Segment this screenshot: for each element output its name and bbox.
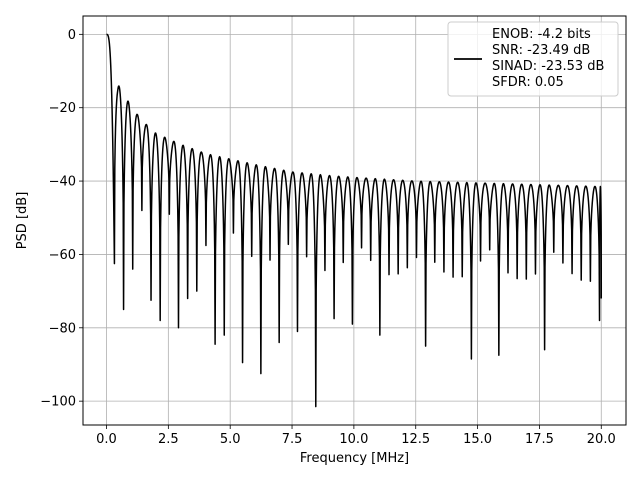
y-axis-ticks: 0 −20 −40 −60 −80 −100 xyxy=(40,28,83,410)
y-tick-label: −20 xyxy=(49,101,76,116)
y-axis-label: PSD [dB] xyxy=(15,192,30,250)
legend-entry-line: SNR: -23.49 dB xyxy=(492,43,590,58)
x-axis-ticks: 0.0 2.5 5.0 7.5 10.0 12.5 15.0 17.5 20.0 xyxy=(96,425,616,447)
series-layer xyxy=(105,33,603,408)
x-tick-label: 20.0 xyxy=(587,432,616,447)
axes-frame xyxy=(82,15,627,426)
x-tick-label: 7.5 xyxy=(282,432,303,447)
x-tick-label: 0.0 xyxy=(96,432,117,447)
x-axis-label: Frequency [MHz] xyxy=(300,451,409,466)
x-tick-label: 10.0 xyxy=(339,432,368,447)
legend-box xyxy=(447,21,619,97)
psd-line xyxy=(105,33,603,408)
y-tick-label: 0 xyxy=(68,28,76,43)
y-tick-label: −100 xyxy=(40,395,76,410)
x-tick-label: 15.0 xyxy=(463,432,492,447)
x-tick-label: 2.5 xyxy=(158,432,179,447)
legend-entry-line: SFDR: 0.05 xyxy=(492,75,564,90)
x-tick-label: 17.5 xyxy=(525,432,554,447)
legend-entry-line: SINAD: -23.53 dB xyxy=(492,59,604,74)
x-tick-label: 5.0 xyxy=(220,432,241,447)
legend-entry-line: ENOB: -4.2 bits xyxy=(492,27,591,42)
y-tick-label: −40 xyxy=(49,175,76,190)
x-tick-label: 12.5 xyxy=(401,432,430,447)
y-tick-label: −80 xyxy=(49,321,76,336)
y-tick-label: −60 xyxy=(49,248,76,263)
